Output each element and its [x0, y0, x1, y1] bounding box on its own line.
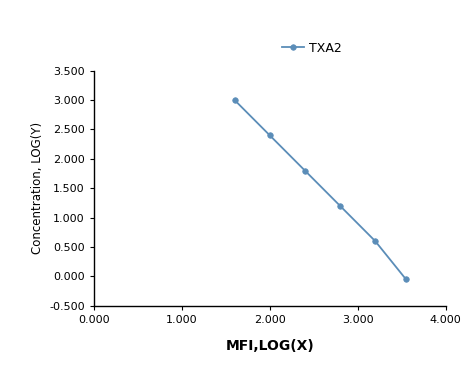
TXA2: [267, 133, 272, 138]
TXA2: [337, 203, 343, 208]
Legend: TXA2: TXA2: [277, 36, 347, 60]
TXA2: [403, 277, 409, 282]
TXA2: [232, 98, 237, 102]
Y-axis label: Concentration, LOG(Y): Concentration, LOG(Y): [30, 122, 44, 254]
Line: TXA2: TXA2: [232, 97, 409, 282]
TXA2: [302, 168, 308, 173]
X-axis label: MFI,LOG(X): MFI,LOG(X): [225, 339, 314, 353]
TXA2: [372, 239, 378, 243]
